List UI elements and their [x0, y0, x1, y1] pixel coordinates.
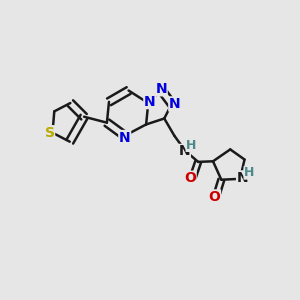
Text: N: N: [169, 97, 181, 111]
Text: H: H: [244, 167, 254, 179]
Text: N: N: [119, 130, 130, 145]
Text: S: S: [44, 126, 55, 140]
Text: O: O: [208, 190, 220, 204]
Text: O: O: [184, 171, 196, 185]
Text: N: N: [155, 82, 167, 96]
Text: N: N: [237, 171, 248, 185]
Text: N: N: [144, 94, 155, 109]
Text: N: N: [179, 145, 190, 158]
Text: H: H: [186, 139, 196, 152]
